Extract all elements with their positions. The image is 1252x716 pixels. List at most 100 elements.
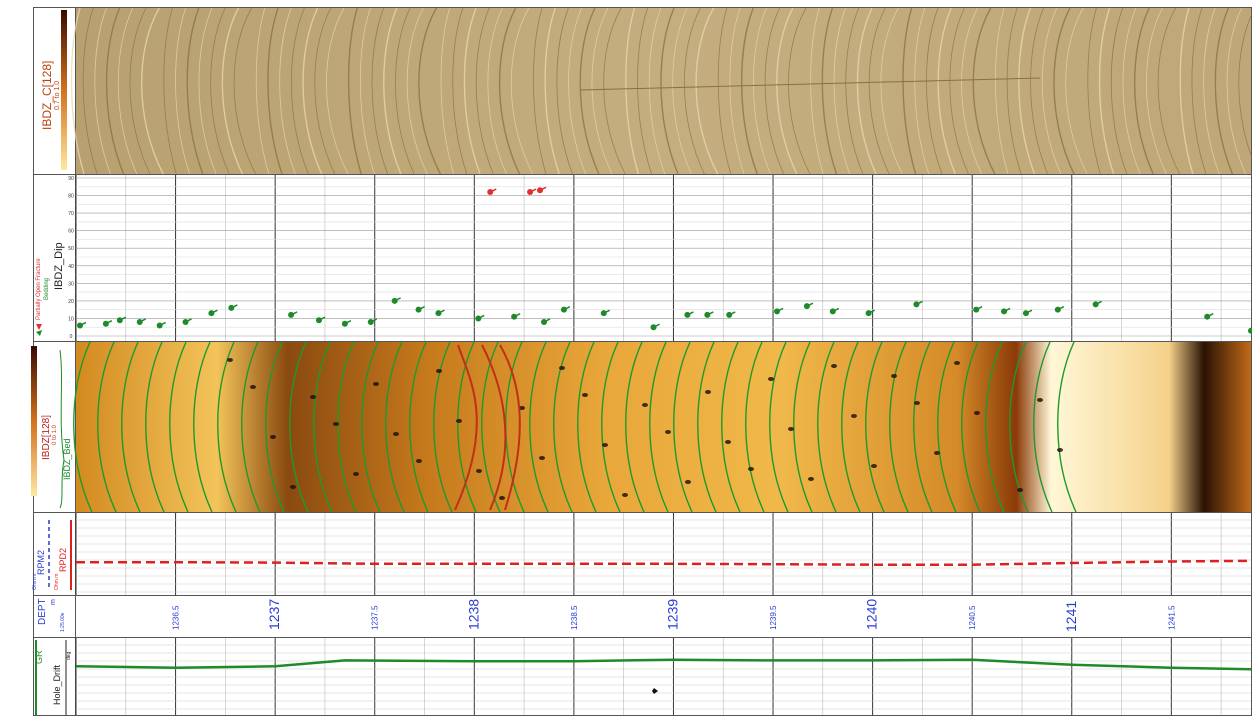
bedding-sinusoids	[73, 341, 1077, 513]
acoustic-header: IBDZ_C[128] 0.7 to 1.0	[40, 10, 67, 170]
vug-spot	[642, 403, 648, 407]
vug-spot	[227, 358, 233, 362]
image-sub: 0 to 1.0	[52, 424, 58, 445]
rpd2-curve	[76, 559, 1252, 566]
vug-spot	[914, 401, 920, 405]
bedding-tadpole	[600, 309, 611, 317]
image-header: IBDZ[128] 0 to 1.0 IBDZ_Bed	[31, 346, 72, 509]
acoustic-stripe	[1041, 7, 1062, 175]
acoustic-stripe	[291, 7, 309, 175]
depth-minor-label: 1237.5	[371, 605, 380, 630]
acoustic-stripe	[117, 7, 138, 175]
resistivity-header: RPM2 Ohm.m RPD2 Ohm.m	[32, 520, 72, 590]
dip-title: IBDZ_Dip	[53, 242, 65, 290]
bedding-tadpole	[228, 304, 238, 311]
bedding-sinusoid	[865, 341, 885, 513]
vug-spot	[353, 472, 359, 476]
depth-scale: 1:25.00e	[60, 612, 66, 632]
acoustic-stripe	[267, 7, 283, 175]
image-overlay-label: IBDZ_Bed	[62, 438, 72, 480]
dip-scale-tick: 70	[68, 211, 74, 217]
dip-scale-tick: 0	[70, 334, 73, 340]
depth-major-label: 1240	[864, 599, 880, 630]
acoustic-stripe	[1226, 7, 1246, 175]
acoustic-stripe	[1053, 7, 1075, 175]
acoustic-stripe	[418, 7, 442, 175]
acoustic-stripe	[255, 7, 270, 175]
bedding-sinusoid	[553, 341, 573, 513]
acoustic-stripe	[1203, 7, 1220, 175]
acoustic-stripe	[1134, 7, 1154, 175]
depth-minor-label: 1238.5	[570, 605, 579, 630]
bedding-sinusoid	[193, 341, 213, 513]
rpd2-label: RPD2	[58, 548, 68, 572]
vug-spot	[808, 477, 814, 481]
legend-fracture-icon	[36, 324, 42, 330]
bedding-sinusoid	[817, 341, 837, 513]
dip-scale: 0 10 20 30 40 50 60 70 80 90	[68, 176, 74, 340]
vug-spot	[519, 406, 525, 410]
bedding-tadpole	[391, 297, 401, 304]
resistivity-track-frame	[33, 512, 1252, 596]
gr-label: GR	[34, 650, 44, 664]
acoustic-stripe	[1157, 7, 1180, 175]
acoustic-stripe	[544, 7, 560, 175]
bedding-tadpole	[367, 318, 378, 325]
acoustic-stripe	[487, 7, 507, 175]
acoustic-stripe	[672, 7, 692, 175]
bedding-tadpole	[415, 305, 425, 313]
acoustic-stripe	[776, 7, 798, 175]
bedding-tadpole	[973, 305, 983, 313]
bedding-tadpole	[1054, 305, 1065, 313]
bedding-tadpole	[650, 323, 660, 331]
acoustic-stripe	[326, 7, 349, 175]
depth-minor-label: 1240.5	[968, 605, 977, 630]
bedding-sinusoid	[841, 341, 861, 513]
vug-spot	[373, 382, 379, 386]
hole-drift-label: Hole_Drift	[52, 664, 62, 705]
acoustic-image	[76, 8, 1251, 174]
acoustic-stripe	[395, 7, 415, 175]
acoustic-stripe	[105, 7, 125, 175]
acoustic-stripe	[1030, 7, 1048, 175]
depth-major-label: 1239	[664, 599, 680, 630]
dip-track-frame	[33, 174, 1252, 342]
acoustic-stripe	[440, 7, 454, 175]
bedding-sinusoid	[721, 341, 741, 513]
acoustic-stripe	[1018, 7, 1036, 175]
acoustic-stripe	[856, 7, 877, 175]
depth-major-label: 1238	[465, 599, 481, 630]
bedding-tadpole	[913, 300, 923, 308]
image-colorbar	[31, 346, 37, 496]
acoustic-texture	[70, 7, 1252, 175]
rpm2-unit: Ohm.m	[32, 574, 38, 590]
acoustic-stripe	[764, 7, 784, 175]
vug-spot	[602, 443, 608, 447]
bedding-tadpole	[182, 318, 192, 325]
depth-minor-label: 1236.5	[172, 605, 181, 630]
bedding-sinusoid	[289, 341, 309, 513]
acoustic-stripe	[198, 7, 217, 175]
vug-spot	[290, 485, 296, 489]
fracture-tadpole	[487, 188, 497, 196]
bedding-tadpole	[208, 309, 218, 317]
acoustic-stripe	[82, 7, 98, 175]
bedding-tadpole	[684, 311, 694, 318]
bedding-tadpole	[1022, 309, 1033, 317]
acoustic-stripe	[995, 7, 1009, 175]
bedding-tadpole	[511, 313, 521, 320]
vug-spot	[665, 430, 671, 434]
vug-spot	[1017, 488, 1023, 492]
acoustic-stripe	[1087, 7, 1101, 175]
bedding-tadpole	[315, 316, 326, 324]
depth-title: DEPT	[37, 598, 48, 625]
vug-spot	[476, 469, 482, 473]
fracture-sinusoids	[454, 344, 521, 511]
depth-minor-label: 1241.5	[1167, 605, 1176, 630]
rpm2-label: RPM2	[36, 550, 46, 575]
bedding-tadpole	[136, 318, 147, 325]
bedding-tadpole	[803, 302, 814, 310]
legend-fracture-label: Partially Open Fracture	[36, 258, 42, 320]
dip-scale-tick: 90	[68, 176, 74, 182]
